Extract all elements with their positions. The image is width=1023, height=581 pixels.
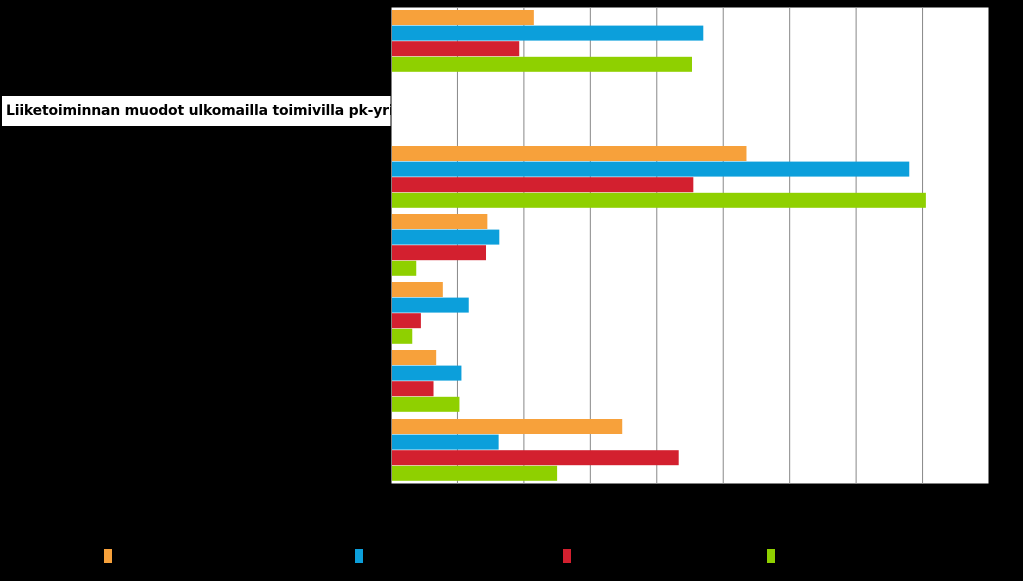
- bar-g3-s3: [392, 245, 487, 261]
- legend-swatch-2: [355, 549, 363, 563]
- bar-g5-s4: [392, 396, 460, 412]
- plot-area: [390, 6, 990, 485]
- bar-g2-s3: [392, 177, 694, 193]
- legend-swatch-3: [563, 549, 571, 563]
- bar-g3-s4: [392, 260, 417, 276]
- bar-g2-s4: [392, 192, 926, 208]
- bar-g1-s4: [392, 56, 692, 72]
- bar-g4-s2: [392, 297, 469, 313]
- legend-swatch-1: [104, 549, 112, 563]
- bar-g4-s4: [392, 328, 413, 344]
- bar-g2-s2: [392, 161, 910, 177]
- bar-g1-s1: [392, 10, 534, 25]
- bar-g6-s3: [392, 450, 679, 466]
- bar-g4-s3: [392, 313, 421, 329]
- bar-g3-s1: [392, 214, 488, 229]
- bar-g5-s1: [392, 350, 437, 365]
- legend-swatch-4: [767, 549, 775, 563]
- bar-g5-s3: [392, 381, 434, 397]
- bar-g3-s2: [392, 229, 500, 245]
- bars: [392, 10, 926, 481]
- bar-g4-s1: [392, 282, 443, 297]
- bar-g2-s1: [392, 146, 747, 161]
- bar-g6-s4: [392, 465, 558, 481]
- chart-title: Liiketoiminnan muodot ulkomailla toimivi…: [2, 96, 454, 126]
- bar-g6-s2: [392, 434, 499, 450]
- bar-g5-s2: [392, 365, 462, 381]
- bar-g1-s3: [392, 41, 520, 57]
- bar-g1-s2: [392, 25, 704, 41]
- bar-g6-s1: [392, 419, 623, 434]
